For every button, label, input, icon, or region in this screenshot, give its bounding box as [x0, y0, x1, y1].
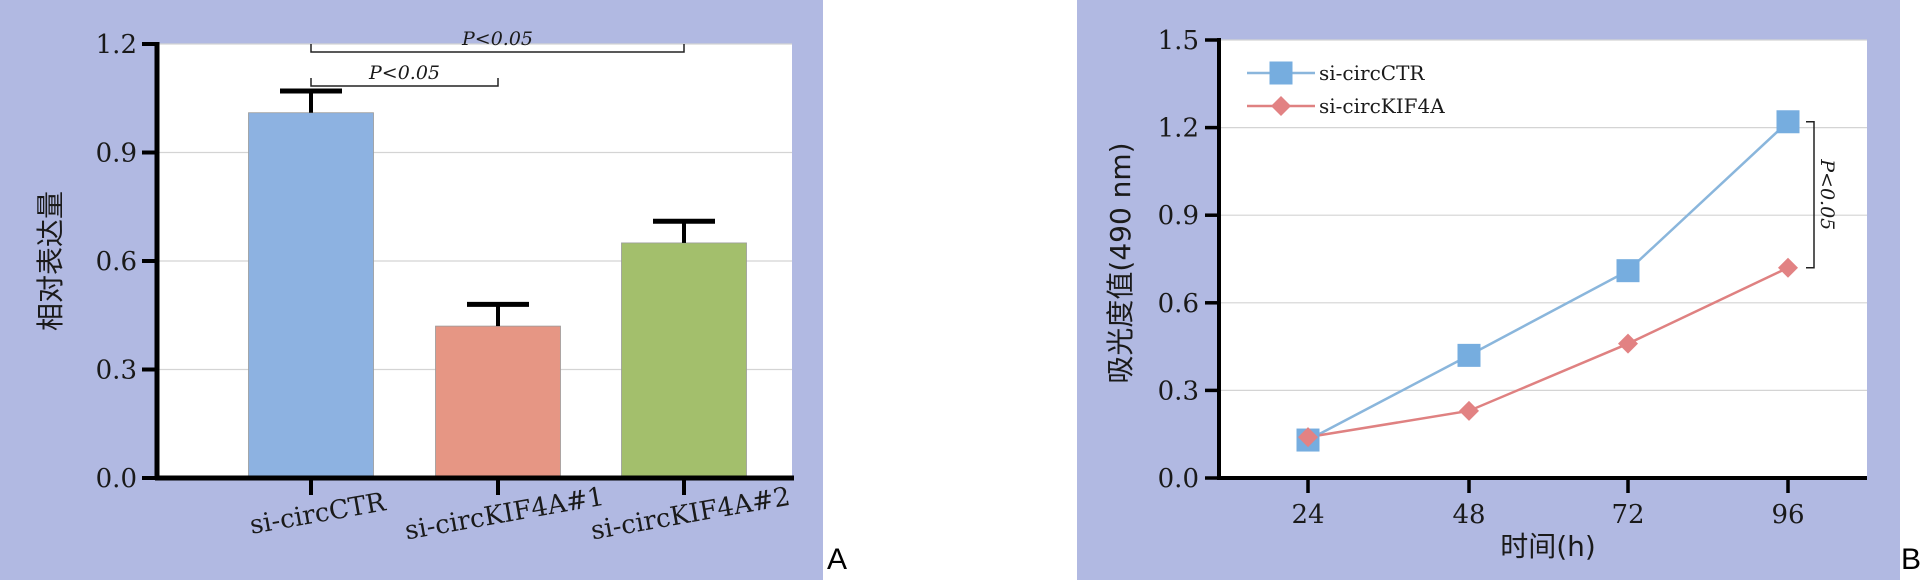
- panel-b-y-tick-label: 1.5: [1158, 26, 1199, 56]
- panel-b-legend-marker: [1269, 61, 1293, 85]
- panel-b-y-tick-label: 0.9: [1158, 201, 1199, 231]
- panel-b-significance-label: P<0.05: [1816, 158, 1838, 230]
- panel-b-y-tick-label: 0.6: [1158, 289, 1199, 319]
- panel-a-y-tick-label: 0.0: [96, 464, 137, 494]
- panel-a-significance-bracket: [310, 44, 685, 53]
- panel-b-legend-marker: [1271, 96, 1291, 116]
- panel-b-axes: [1217, 38, 1867, 480]
- panel-b-legend-label: si-circCTR: [1319, 61, 1425, 85]
- panel-b-x-tick-label: 72: [1611, 500, 1644, 530]
- panel-b-data-point: [1457, 343, 1481, 367]
- panel-a-y-ticks: 0.0 0.3 0.6 0.9 1.2: [96, 30, 157, 494]
- panel-b-legend-label: si-circKIF4A: [1319, 94, 1445, 118]
- panel-b-data-point: [1459, 400, 1479, 421]
- panel-a-y-tick-label: 1.2: [96, 30, 137, 60]
- panel-b-data-point: [1776, 110, 1800, 134]
- panel-b-y-tick-label: 0.0: [1158, 464, 1199, 494]
- panel-b-x-tick-label: 24: [1291, 500, 1324, 530]
- panel-a-y-axis-label: 相对表达量: [34, 191, 67, 331]
- panel-b-series-line: [1307, 266, 1789, 439]
- panel-b-significance: P<0.05: [1806, 121, 1838, 269]
- panel-b-x-tick-label: 48: [1452, 500, 1485, 530]
- panel-b-significance-bracket: [1806, 121, 1815, 269]
- panel-b-data-point: [1616, 259, 1640, 283]
- panel-b-y-tick-label: 1.2: [1158, 114, 1199, 144]
- panel-b: 0.00.30.60.91.21.5 24 48 72 96 si-circCTRsi…: [1077, 0, 1921, 580]
- panel-a-significance-label: P<0.05: [461, 28, 533, 50]
- panel-b-gridlines: [1219, 39, 1867, 391]
- panel-b-legend: si-circCTR si-circKIF4A: [1247, 61, 1445, 118]
- panel-b-y-tick-label: 0.3: [1158, 376, 1199, 406]
- panel-b-x-axis-label: 时间(h): [1500, 530, 1596, 563]
- panel-b-x-tick-label: 96: [1771, 500, 1804, 530]
- panel-a-error-bars: [280, 88, 715, 327]
- panel-b-letter: B: [1901, 543, 1921, 576]
- panel-b-series-line: [1307, 120, 1789, 442]
- panel-b-series-1: [1307, 120, 1789, 442]
- panel-a-bar: [621, 242, 747, 479]
- panel-b-data-point: [1618, 333, 1638, 354]
- panel-a-significance: P<0.05 P<0.05: [310, 28, 685, 87]
- panel-a-y-tick-label: 0.9: [96, 139, 137, 169]
- panel-b-data-point: [1298, 427, 1318, 448]
- panel-b-plot-area: [1219, 40, 1867, 478]
- panel-a-y-tick-label: 0.6: [96, 247, 137, 277]
- panel-b-series-markers-2: [1298, 257, 1798, 448]
- panel-b-data-point: [1778, 257, 1798, 278]
- panel-a-bar: [435, 325, 561, 479]
- panel-b-y-axis-label: 吸光度值(490 nm): [1104, 142, 1137, 383]
- panel-b-series: [1296, 110, 1800, 452]
- panel-b-x-ticks: 24 48 72 96: [1291, 478, 1805, 530]
- panel-a-y-tick-label: 0.3: [96, 356, 137, 386]
- panel-a-bar: [248, 112, 374, 479]
- panel-a-significance-label: P<0.05: [368, 62, 440, 84]
- panel-a: 0.00.30.60.91.2 si-circCTR si-circKIF4A#1…: [0, 0, 847, 580]
- panel-b-y-ticks: 0.0 0.3 0.6 0.9 1.2 1.5: [1158, 26, 1219, 494]
- panel-a-significance-bracket: [310, 78, 499, 87]
- panel-a-letter: A: [827, 543, 847, 576]
- panel-b-series-2: [1307, 266, 1789, 439]
